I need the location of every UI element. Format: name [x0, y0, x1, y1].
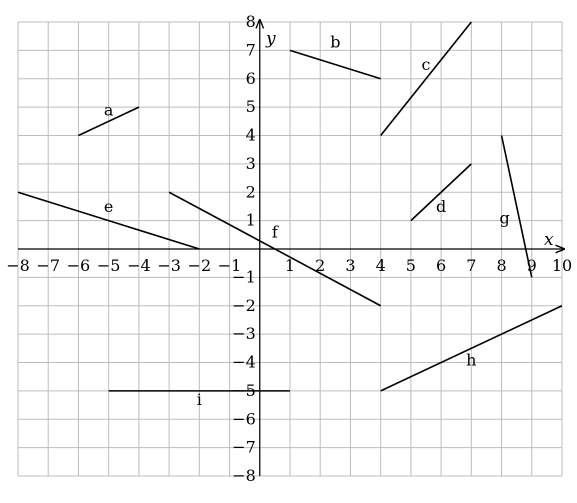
y-tick-label: −7: [232, 438, 256, 457]
x-tick-label: −4: [127, 256, 151, 275]
y-tick-label: 1: [246, 211, 256, 230]
x-tick-label: −8: [6, 256, 30, 275]
segment-f: [168, 191, 382, 307]
x-tick-label: 8: [496, 256, 506, 275]
segment-c: [380, 21, 472, 136]
segment-d: [410, 163, 472, 222]
segment-label-a: a: [104, 101, 114, 120]
y-axis-label: y: [265, 29, 276, 49]
x-tick-label: −5: [97, 256, 121, 275]
x-tick-label: −1: [218, 256, 242, 275]
axes: [18, 20, 564, 476]
x-tick-label: 1: [285, 256, 295, 275]
y-tick-label: 5: [246, 97, 256, 116]
x-tick-label: −3: [157, 256, 181, 275]
segment-e: [17, 191, 200, 250]
y-tick-label: −3: [232, 324, 256, 343]
segment-label-b: b: [330, 33, 340, 52]
x-tick-label: −7: [36, 256, 60, 275]
y-tick-label: 8: [246, 12, 256, 31]
y-tick-label: −6: [232, 409, 256, 428]
segment-a: [78, 106, 140, 137]
x-tick-label: 2: [315, 256, 325, 275]
y-tick-label: 6: [246, 69, 256, 88]
x-tick-label: 6: [436, 256, 446, 275]
y-tick-label: −8: [232, 466, 256, 485]
y-tick-label: 3: [246, 154, 256, 173]
y-tick-label: 7: [246, 40, 256, 59]
x-tick-label: 5: [406, 256, 416, 275]
y-tick-label: −2: [232, 296, 256, 315]
x-tick-label: −2: [188, 256, 212, 275]
x-tick-label: 4: [376, 256, 386, 275]
segment-label-i: i: [197, 390, 202, 409]
segment-b: [289, 49, 381, 80]
segment-label-f: f: [272, 223, 279, 242]
y-tick-label: −1: [232, 267, 256, 286]
segment-label-c: c: [422, 55, 431, 74]
x-tick-label: 10: [552, 256, 572, 275]
y-tick-label: 4: [246, 126, 256, 145]
x-tick-label: −6: [67, 256, 91, 275]
tick-labels: −8 −7 −6 −5 −4 −3 −2 −1 1 2 3 4 5 6 7 8 9 1087654321−1−2−…: [6, 12, 572, 485]
x-tick-label: 7: [466, 256, 476, 275]
y-tick-label: −4: [232, 353, 256, 372]
segment-g: [500, 135, 533, 278]
segment-label-g: g: [499, 208, 509, 227]
x-tick-label: 3: [345, 256, 355, 275]
segment-label-e: e: [104, 197, 113, 216]
y-tick-label: 2: [246, 182, 256, 201]
segments: a b c d e f g h i: [17, 21, 563, 409]
x-axis-label: x: [544, 230, 554, 250]
segment-h: [380, 305, 563, 392]
x-tick-label: 9: [527, 256, 537, 275]
segment-label-d: d: [436, 197, 446, 216]
segment-label-h: h: [466, 350, 476, 369]
